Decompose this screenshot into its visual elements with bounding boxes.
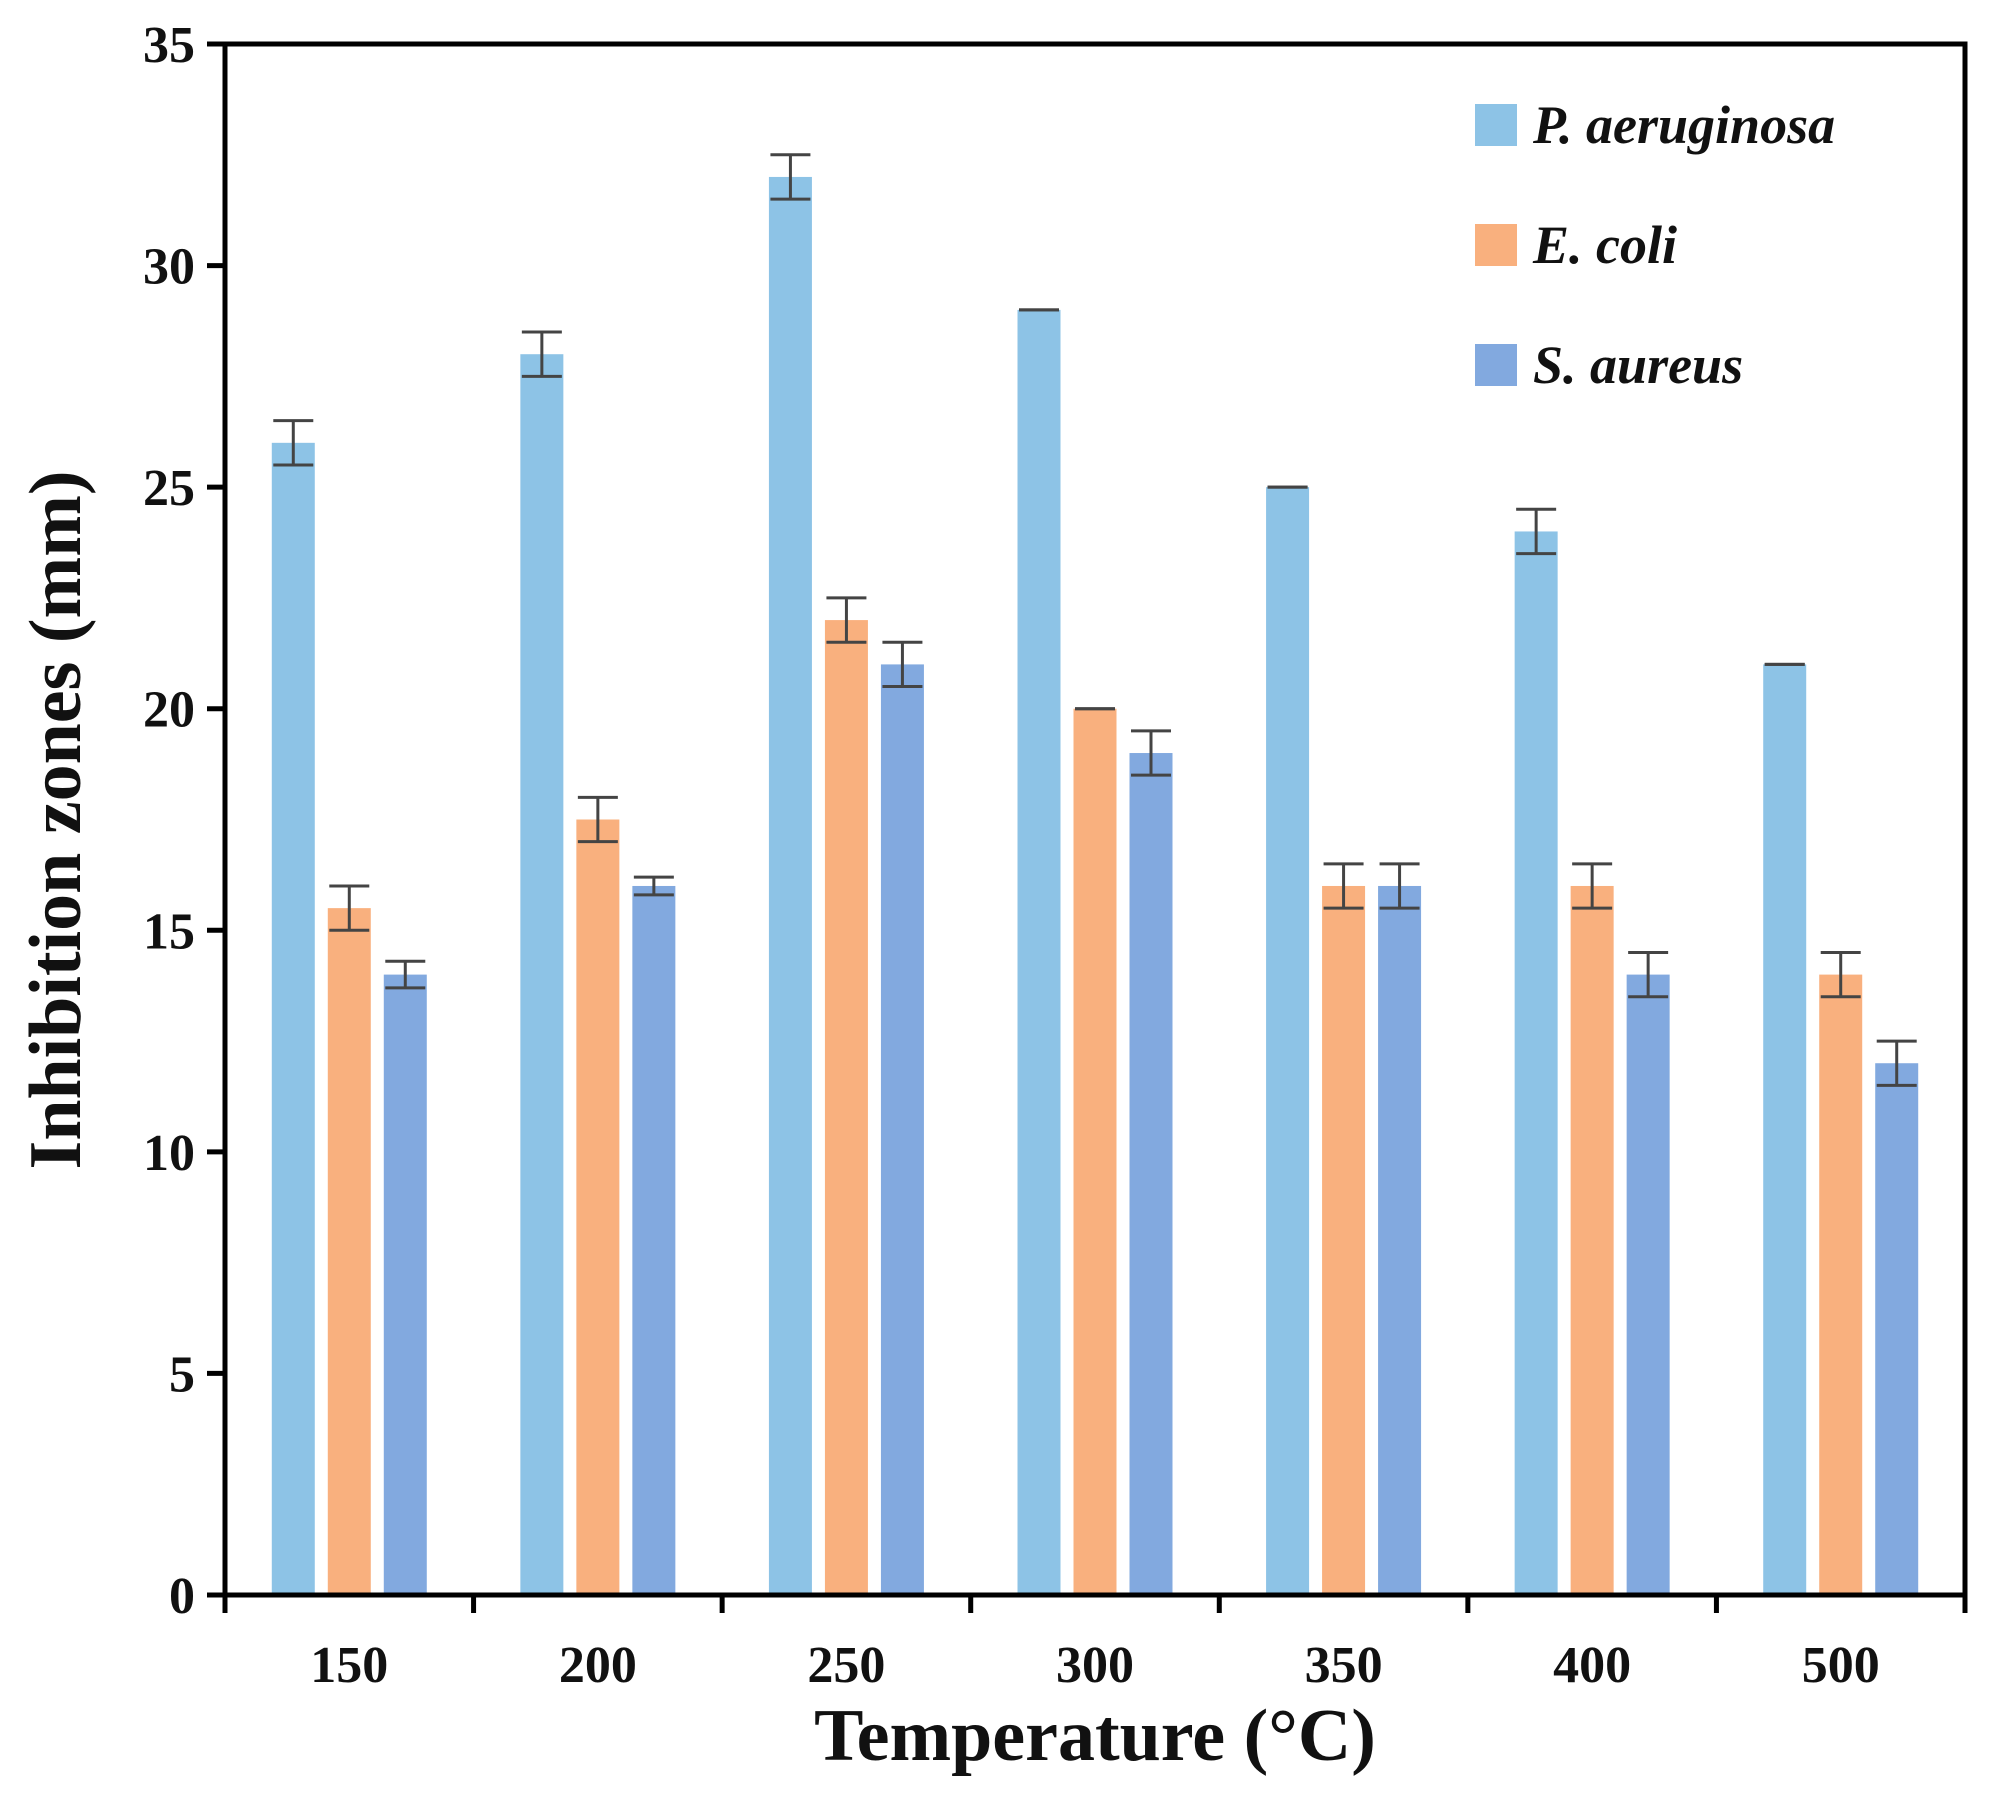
- bar-p-aeruginosa-400: [1514, 531, 1558, 1595]
- legend: P. aeruginosa E. coli S. aureus: [1475, 95, 1835, 395]
- bar-e-coli-200: [576, 819, 620, 1595]
- bar-s-aureus-300: [1129, 753, 1173, 1595]
- y-ticks-layer: 0 5 10 15 20 25 30 35: [143, 17, 225, 1625]
- plot-frame: [222, 41, 1968, 1598]
- x-ticks-layer: 150 200 250 300 350 400 500: [222, 1595, 1968, 1694]
- legend-swatch: [1475, 104, 1517, 146]
- x-tick-label: 150: [310, 1637, 388, 1694]
- bar-s-aureus-500: [1875, 1063, 1919, 1595]
- y-tick-label: 25: [143, 460, 195, 517]
- bar-p-aeruginosa-150: [271, 442, 315, 1595]
- bar-s-aureus-250: [880, 664, 924, 1595]
- bar-s-aureus-400: [1626, 974, 1670, 1595]
- x-axis-title: Temperature (°C): [814, 1695, 1376, 1777]
- bar-e-coli-250: [824, 620, 868, 1595]
- x-tick-label: 250: [807, 1637, 885, 1694]
- bar-e-coli-150: [327, 908, 371, 1595]
- x-tick-label: 300: [1056, 1637, 1134, 1694]
- bar-s-aureus-150: [383, 974, 427, 1595]
- y-tick-label: 35: [143, 17, 195, 74]
- bar-e-coli-400: [1570, 885, 1614, 1595]
- y-tick-label: 5: [169, 1346, 195, 1403]
- axes-layer: [222, 41, 1968, 1598]
- bar-e-coli-350: [1322, 885, 1366, 1595]
- legend-label: S. aureus: [1533, 335, 1743, 395]
- legend-label: P. aeruginosa: [1532, 95, 1835, 155]
- x-tick-label: 500: [1802, 1637, 1880, 1694]
- bar-p-aeruginosa-200: [520, 354, 564, 1596]
- bar-p-aeruginosa-250: [768, 176, 812, 1595]
- x-tick-label: 350: [1305, 1637, 1383, 1694]
- bars-layer: [271, 176, 1919, 1596]
- x-tick-label: 200: [559, 1637, 637, 1694]
- legend-swatch: [1475, 224, 1517, 266]
- legend-label: E. coli: [1532, 215, 1677, 275]
- legend-swatch: [1475, 344, 1517, 386]
- bar-p-aeruginosa-500: [1763, 664, 1807, 1595]
- y-axis-title: Inhibition zones (mm): [15, 471, 97, 1170]
- bar-e-coli-500: [1819, 974, 1863, 1595]
- bar-s-aureus-200: [632, 885, 676, 1595]
- x-tick-label: 400: [1553, 1637, 1631, 1694]
- error-bars-layer: [273, 153, 1917, 1087]
- y-tick-label: 20: [143, 682, 195, 739]
- bar-p-aeruginosa-350: [1266, 487, 1310, 1596]
- bar-p-aeruginosa-300: [1017, 309, 1061, 1595]
- y-tick-label: 15: [143, 903, 195, 960]
- bar-e-coli-300: [1073, 708, 1117, 1595]
- y-tick-label: 30: [143, 239, 195, 296]
- bar-s-aureus-350: [1378, 885, 1422, 1595]
- y-tick-label: 0: [169, 1568, 195, 1625]
- y-tick-label: 10: [143, 1125, 195, 1182]
